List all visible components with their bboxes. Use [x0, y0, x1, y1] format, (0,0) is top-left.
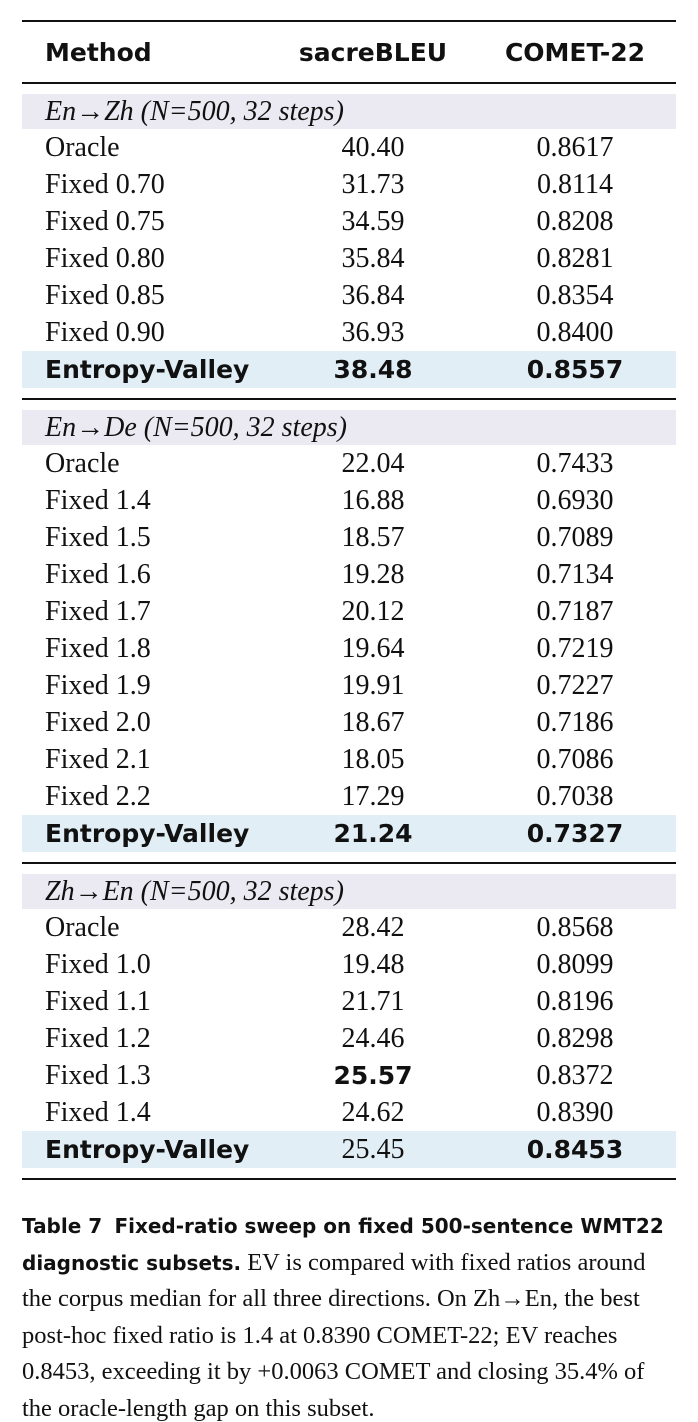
- table-cell: Fixed 2.0: [45, 707, 151, 738]
- table-cell: Fixed 1.8: [45, 633, 151, 664]
- caption-title: Fixed-ratio sweep on fixed 500-sentence …: [22, 1214, 664, 1275]
- table-cell: 0.8400: [536, 317, 614, 348]
- top-rule: [22, 20, 676, 22]
- table-cell: Fixed 1.4: [45, 485, 151, 516]
- table-cell: 0.7186: [536, 707, 614, 738]
- table-cell: Fixed 2.1: [45, 744, 151, 775]
- table-cell: 0.7038: [536, 781, 614, 812]
- table-cell: 28.42: [341, 912, 405, 943]
- table-cell: 0.8114: [537, 169, 613, 200]
- caption-text: EV is compared with fixed ratios around …: [22, 1248, 646, 1422]
- table-cell: 35.84: [341, 243, 405, 274]
- table-cell: 36.93: [341, 317, 405, 348]
- table-cell: Fixed 2.2: [45, 781, 151, 812]
- table-cell: Fixed 0.80: [45, 243, 165, 274]
- table-cell: 19.91: [341, 670, 405, 701]
- table-cell: 17.29: [341, 781, 405, 812]
- table-cell: 0.7433: [536, 448, 614, 479]
- table-cell: Fixed 1.6: [45, 559, 151, 590]
- section-title: En→Zh (N=500, 32 steps): [45, 96, 344, 127]
- table-cell: Fixed 1.2: [45, 1023, 151, 1054]
- highlight-band: [22, 351, 676, 388]
- table-cell: Fixed 1.7: [45, 596, 151, 627]
- table-cell: 0.7089: [536, 522, 614, 553]
- table-cell: 19.48: [341, 949, 405, 980]
- highlight-band: [22, 1131, 676, 1168]
- table-cell: 0.7227: [536, 670, 614, 701]
- table-cell: 0.8354: [536, 280, 614, 311]
- table-cell: 38.48: [333, 355, 413, 384]
- table-cell: 19.28: [341, 559, 405, 590]
- table-cell: 21.71: [341, 986, 405, 1017]
- caption: Table 7 Fixed-ratio sweep on fixed 500-s…: [22, 1208, 676, 1422]
- section-band: [22, 94, 676, 129]
- header-cell: COMET-22: [504, 38, 646, 67]
- section-band: [22, 874, 676, 909]
- table-cell: 0.7219: [536, 633, 614, 664]
- table-cell: Oracle: [45, 132, 120, 163]
- table-cell: Oracle: [45, 912, 120, 943]
- table-cell: 0.8281: [536, 243, 614, 274]
- table-cell: Fixed 1.4: [45, 1097, 151, 1128]
- table-cell: 0.8208: [536, 206, 614, 237]
- table-cell: 0.7327: [526, 819, 624, 848]
- table-cell: Entropy-Valley: [45, 819, 250, 848]
- header-cell: sacreBLEU: [298, 38, 448, 67]
- table-cell: Entropy-Valley: [45, 1135, 250, 1164]
- table-cell: Fixed 1.5: [45, 522, 151, 553]
- table-cell: 25.57: [333, 1061, 413, 1090]
- table-cell: 0.8099: [536, 949, 614, 980]
- table-cell: 25.45: [341, 1134, 405, 1165]
- table-cell: 18.05: [341, 744, 405, 775]
- section-title: En→De (N=500, 32 steps): [45, 412, 347, 443]
- caption-label: Table 7: [22, 1214, 103, 1238]
- header-cell: Method: [45, 38, 152, 67]
- table-cell: Fixed 0.75: [45, 206, 165, 237]
- table-cell: 0.8298: [536, 1023, 614, 1054]
- table-cell: 0.8557: [526, 355, 624, 384]
- table-cell: 31.73: [341, 169, 405, 200]
- table-cell: Fixed 1.0: [45, 949, 151, 980]
- table-cell: Fixed 0.70: [45, 169, 165, 200]
- table-cell: 16.88: [341, 485, 405, 516]
- table-cell: 0.6930: [536, 485, 614, 516]
- table-cell: 0.8196: [536, 986, 614, 1017]
- table-cell: Fixed 1.3: [45, 1060, 151, 1091]
- table-cell: 34.59: [341, 206, 405, 237]
- table-cell: 0.7187: [536, 596, 614, 627]
- table-cell: Fixed 1.9: [45, 670, 151, 701]
- table-cell: 0.8568: [536, 912, 614, 943]
- table-cell: 22.04: [341, 448, 405, 479]
- highlight-band: [22, 815, 676, 852]
- table-cell: 19.64: [341, 633, 405, 664]
- table-cell: 24.46: [341, 1023, 405, 1054]
- table-cell: Oracle: [45, 448, 120, 479]
- table-cell: Fixed 0.90: [45, 317, 165, 348]
- table-cell: Fixed 0.85: [45, 280, 165, 311]
- table-cell: 20.12: [341, 596, 405, 627]
- table-cell: 0.7086: [536, 744, 614, 775]
- section-rule: [22, 862, 676, 864]
- table-cell: 24.62: [341, 1097, 405, 1128]
- table-cell: 0.8372: [536, 1060, 614, 1091]
- table-cell: 40.40: [341, 132, 405, 163]
- table-cell: 0.8390: [536, 1097, 614, 1128]
- table-cell: 0.8453: [526, 1135, 624, 1164]
- section-rule: [22, 398, 676, 400]
- table-cell: Entropy-Valley: [45, 355, 250, 384]
- table-cell: 36.84: [341, 280, 405, 311]
- section-band: [22, 410, 676, 445]
- header-rule: [22, 82, 676, 84]
- table-cell: 18.67: [341, 707, 405, 738]
- table-cell: Fixed 1.1: [45, 986, 151, 1017]
- table-cell: 21.24: [333, 819, 413, 848]
- bottom-rule: [22, 1178, 676, 1180]
- table-cell: 18.57: [341, 522, 405, 553]
- table-cell: 0.8617: [536, 132, 614, 163]
- section-title: Zh→En (N=500, 32 steps): [45, 876, 344, 907]
- table-cell: 0.7134: [536, 559, 614, 590]
